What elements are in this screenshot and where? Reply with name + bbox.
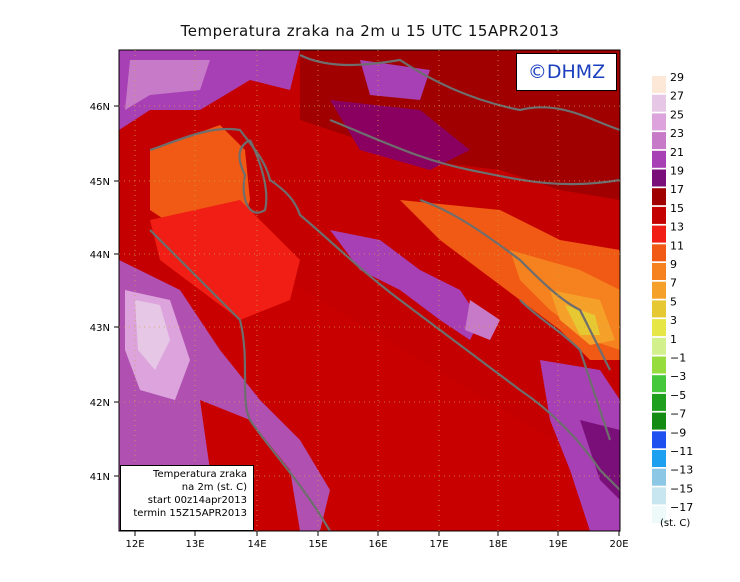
legend-swatch (652, 150, 666, 168)
map-frame (118, 49, 621, 532)
legend-swatch (652, 431, 666, 449)
legend-label: −3 (670, 370, 686, 383)
lat-label: 45N (90, 177, 110, 188)
legend-label: −5 (670, 389, 686, 402)
lat-label: 44N (90, 250, 110, 261)
lon-label: 13E (185, 539, 204, 550)
legend-label: 7 (670, 277, 677, 290)
legend-swatch (652, 225, 666, 243)
info-line: Temperatura zraka (153, 469, 247, 480)
legend-swatch (652, 300, 666, 318)
legend-swatch (652, 412, 666, 430)
legend-label: −15 (670, 482, 693, 495)
lon-label: 14E (247, 539, 266, 550)
legend-label: −17 (670, 501, 693, 514)
legend-label: −9 (670, 426, 686, 439)
lon-label: 17E (429, 539, 448, 550)
legend-label: −7 (670, 408, 686, 421)
legend-label: 17 (670, 183, 684, 196)
legend-label: 3 (670, 314, 677, 327)
legend-label: 29 (670, 71, 684, 84)
lon-label: 15E (308, 539, 327, 550)
legend-label: 19 (670, 165, 684, 178)
legend-swatch (652, 468, 666, 486)
legend-swatch (652, 94, 666, 112)
legend-swatch (652, 506, 666, 524)
legend-unit: (st. C) (660, 518, 691, 529)
map-title: Temperatura zraka na 2m u 15 UTC 15APR20… (180, 22, 560, 40)
legend-swatch (652, 188, 666, 206)
info-box: Temperatura zraka na 2m (st. C) start 00… (120, 465, 254, 531)
legend-swatch (652, 319, 666, 337)
legend-label: 1 (670, 333, 677, 346)
legend-swatch (652, 113, 666, 131)
legend-label: 27 (670, 90, 684, 103)
info-line: start 00z14apr2013 (147, 495, 247, 506)
coastline (149, 54, 620, 531)
legend-label: 9 (670, 258, 677, 271)
lon-label: 20E (609, 539, 628, 550)
legend-swatch (652, 393, 666, 411)
info-line: termin 15Z15APR2013 (133, 508, 247, 519)
legend-label: 25 (670, 108, 684, 121)
lon-label: 18E (488, 539, 507, 550)
legend-swatch (652, 375, 666, 393)
lat-label: 41N (90, 472, 110, 483)
legend-swatch (652, 244, 666, 262)
legend-label: −11 (670, 445, 693, 458)
legend-swatch (652, 337, 666, 355)
info-line: na 2m (st. C) (181, 482, 247, 493)
legend-swatch (652, 487, 666, 505)
legend-label: 23 (670, 127, 684, 140)
legend-swatch (652, 169, 666, 187)
lat-label: 42N (90, 398, 110, 409)
legend-swatch (652, 263, 666, 280)
legend-label: −13 (670, 464, 693, 477)
lat-label: 43N (90, 323, 110, 334)
legend-swatch (652, 206, 666, 224)
lon-label: 16E (368, 539, 387, 550)
legend-label: 21 (670, 146, 684, 159)
lat-label: 46N (90, 102, 110, 113)
graticule (119, 50, 620, 531)
temperature-field (119, 50, 620, 531)
legend-swatch (652, 450, 666, 467)
legend-label: 5 (670, 295, 677, 308)
legend-label: 15 (670, 202, 684, 215)
legend-swatch (652, 76, 666, 93)
legend-swatch (652, 281, 666, 299)
legend-swatch (652, 132, 666, 150)
lon-label: 19E (548, 539, 567, 550)
legend-label: −1 (670, 352, 686, 365)
color-legend: 29 27 25 23 21 19 17 15 13 11 9 7 5 3 1 −1 −3 −5 −7 −9 −11 −1… (652, 71, 693, 524)
legend-label: 11 (670, 239, 684, 252)
dhmz-logo: ©DHMZ (516, 53, 617, 91)
legend-label: 13 (670, 221, 684, 234)
lon-label: 12E (125, 539, 144, 550)
legend-swatch (652, 356, 666, 374)
